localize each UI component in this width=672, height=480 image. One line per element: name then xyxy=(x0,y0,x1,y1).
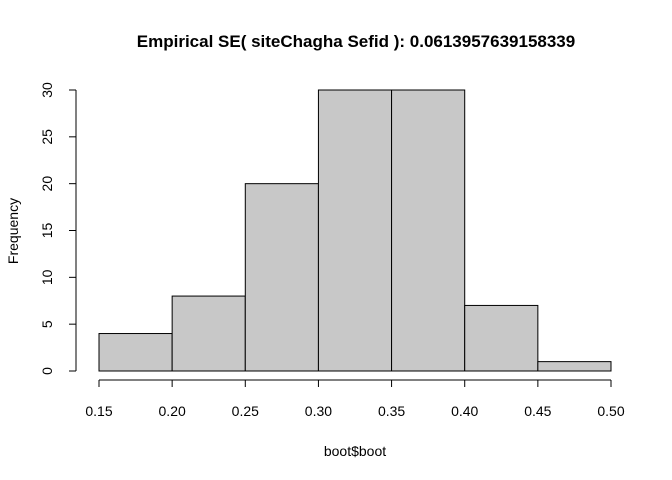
histogram-bar xyxy=(171,295,246,372)
x-tick-label: 0.45 xyxy=(524,403,551,419)
y-tick-label: 0 xyxy=(39,367,55,375)
x-axis-label: boot$boot xyxy=(324,443,386,459)
y-tick-label: 25 xyxy=(39,129,55,145)
x-tick-label: 0.25 xyxy=(232,403,259,419)
histogram-bar xyxy=(317,89,393,372)
x-axis: 0.15 0.20 0.25 0.30 0.35 0.40 0.45 0.50 xyxy=(85,379,625,419)
x-tick-label: 0.20 xyxy=(159,403,186,419)
histogram-bar xyxy=(391,89,466,372)
histogram-bar xyxy=(244,183,319,372)
chart-title: Empirical SE( siteChagha Sefid ): 0.0613… xyxy=(137,32,575,51)
x-tick-label: 0.35 xyxy=(378,403,405,419)
histogram-bar xyxy=(464,304,539,372)
histogram-bar xyxy=(98,333,173,372)
y-axis: 0 5 10 15 20 25 30 xyxy=(39,82,77,375)
y-tick-label: 15 xyxy=(39,223,55,239)
histogram-bar xyxy=(537,361,612,372)
x-tick-label: 0.30 xyxy=(305,403,332,419)
x-tick-label: 0.50 xyxy=(597,403,624,419)
x-tick-label: 0.15 xyxy=(85,403,112,419)
y-axis-label: Frequency xyxy=(5,198,21,264)
y-tick-label: 5 xyxy=(39,320,55,328)
y-tick-label: 30 xyxy=(39,82,55,98)
x-tick-label: 0.40 xyxy=(451,403,478,419)
histogram-bars xyxy=(98,89,612,372)
y-tick-label: 10 xyxy=(39,269,55,285)
y-tick-label: 20 xyxy=(39,176,55,192)
